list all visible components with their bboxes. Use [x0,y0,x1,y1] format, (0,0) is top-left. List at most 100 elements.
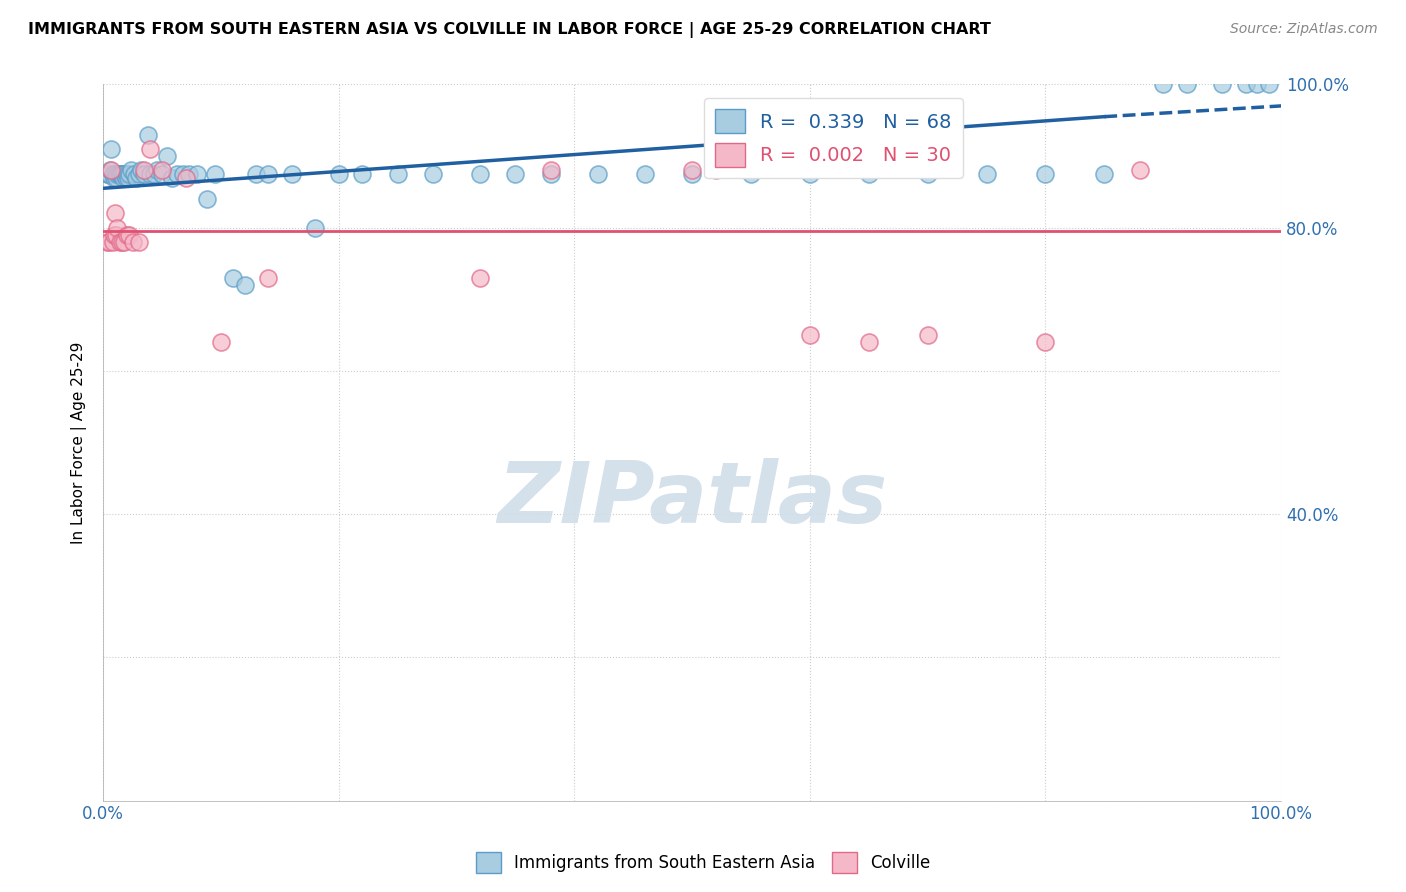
Point [98,235,121,249]
Point [186,167,208,181]
Text: IMMIGRANTS FROM SOUTH EASTERN ASIA VS COLVILLE IN LABOR FORCE | AGE 25-29 CORREL: IMMIGRANTS FROM SOUTH EASTERN ASIA VS CO… [28,22,991,38]
Point [105,227,128,242]
Point [128,167,150,181]
Point [108,167,131,181]
Point [1246,78,1268,92]
Point [98,167,121,181]
Point [110,167,132,181]
Point [245,167,267,181]
Point [105,220,128,235]
Point [112,235,135,249]
Point [139,142,162,156]
Point [233,277,256,292]
Y-axis label: In Labor Force | Age 25-29: In Labor Force | Age 25-29 [72,342,87,544]
Point [681,167,703,181]
Point [111,235,134,249]
Point [1175,78,1198,92]
Point [100,142,122,156]
Point [97,167,120,181]
Point [146,163,169,178]
Point [112,170,135,185]
Point [681,163,703,178]
Point [468,270,491,285]
Point [107,167,129,181]
Point [103,170,125,185]
Point [101,167,124,181]
Point [136,128,159,142]
Point [118,227,141,242]
Point [1234,78,1257,92]
Point [1035,335,1057,350]
Point [257,167,280,181]
Point [96,167,118,181]
Point [195,192,218,206]
Point [96,235,118,249]
Text: ZIPatlas: ZIPatlas [496,458,887,541]
Point [179,167,201,181]
Point [540,167,562,181]
Point [704,163,727,178]
Point [118,167,141,181]
Point [1258,78,1281,92]
Point [105,170,128,185]
Point [858,335,880,350]
Point [121,163,143,178]
Point [111,167,134,181]
Point [799,328,821,343]
Point [122,167,145,181]
Point [422,167,444,181]
Point [150,163,173,178]
Point [100,163,122,178]
Point [328,167,350,181]
Point [114,170,136,185]
Point [387,167,409,181]
Point [150,167,173,181]
Legend: R =  0.339   N = 68, R =  0.002   N = 30: R = 0.339 N = 68, R = 0.002 N = 30 [703,98,963,178]
Point [257,270,280,285]
Point [352,167,374,181]
Point [280,167,302,181]
Point [799,167,821,181]
Point [115,167,138,181]
Point [174,170,197,185]
Point [103,227,125,242]
Point [128,235,150,249]
Point [142,167,165,181]
Point [1152,78,1174,92]
Point [121,235,143,249]
Point [740,167,762,181]
Point [125,170,148,185]
Point [105,167,128,181]
Point [209,335,232,350]
Legend: Immigrants from South Eastern Asia, Colville: Immigrants from South Eastern Asia, Colv… [470,846,936,880]
Point [166,167,188,181]
Point [112,167,135,181]
Point [172,167,194,181]
Point [917,328,939,343]
Point [505,167,527,181]
Point [104,167,127,181]
Point [134,163,156,178]
Point [108,235,131,249]
Point [468,167,491,181]
Point [160,170,183,185]
Point [98,163,121,178]
Point [101,235,124,249]
Point [204,167,226,181]
Point [634,167,657,181]
Point [1211,78,1233,92]
Text: Source: ZipAtlas.com: Source: ZipAtlas.com [1230,22,1378,37]
Point [115,227,138,242]
Point [1092,167,1115,181]
Point [976,167,998,181]
Point [586,167,609,181]
Point [134,167,156,181]
Point [1129,163,1152,178]
Point [117,170,139,185]
Point [104,206,127,220]
Point [1035,167,1057,181]
Point [129,163,152,178]
Point [540,163,562,178]
Point [858,167,880,181]
Point [139,167,162,181]
